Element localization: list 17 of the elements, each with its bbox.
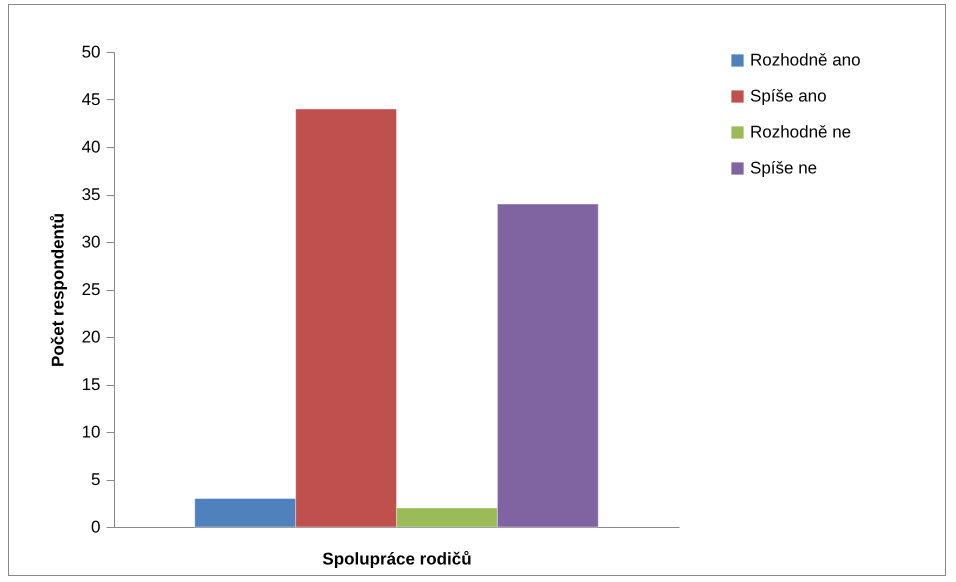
y-tick-label: 25 [82, 280, 100, 299]
y-tick-label: 50 [82, 42, 100, 62]
y-tick-label: 40 [82, 138, 100, 156]
legend-label: Rozhodně ne [750, 122, 852, 142]
legend-label: Spíše ano [750, 86, 827, 106]
y-tick-label: 10 [82, 422, 100, 442]
y-tick-label: 35 [82, 185, 100, 204]
y-tick-label: 20 [82, 328, 100, 346]
y-tick-label: 45 [82, 90, 100, 109]
y-tick-label: 5 [91, 470, 100, 489]
legend-label: Spíše ne [750, 158, 818, 178]
y-tick-label: 0 [91, 518, 100, 536]
y-tick-label: 15 [82, 375, 100, 394]
x-axis-title: Spolupráce rodičů [322, 550, 472, 568]
y-tick-label: 30 [82, 232, 100, 252]
y-axis-title: Počet respondentů [48, 213, 68, 367]
legend-label: Rozhodně ano [750, 50, 861, 70]
